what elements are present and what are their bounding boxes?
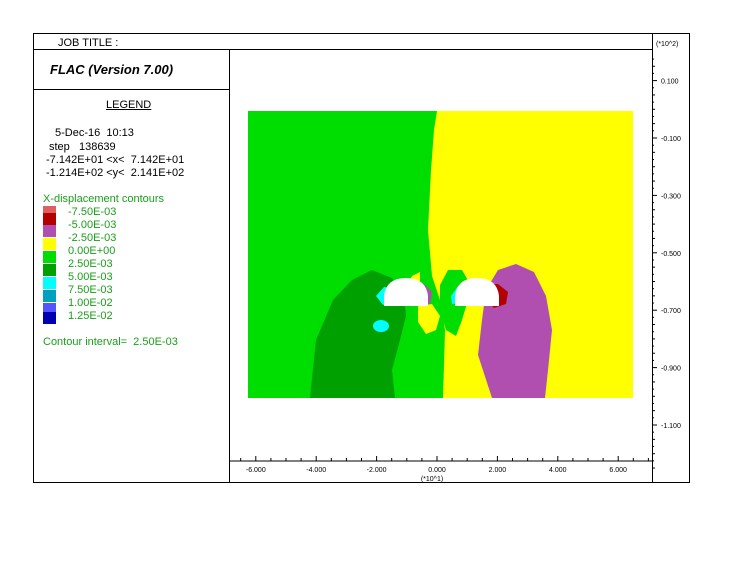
region-yellow-right	[428, 111, 633, 398]
plot-frame	[33, 33, 690, 483]
y-tick-label: -1.100	[661, 423, 681, 430]
axis-layer: -6.000 -4.000 -2.000 0.000 2.000 4.000 6.000 (*…	[230, 41, 681, 483]
legend-label-5: 5.00E-03	[68, 271, 113, 283]
legend-label-0: -7.50E-03	[68, 206, 117, 218]
legend-label-4: 2.50E-03	[68, 258, 113, 270]
x-tick-label: 6.000	[609, 467, 627, 474]
y-axis-multiplier: (*10^2)	[656, 41, 678, 48]
y-tick-label: -0.700	[661, 308, 681, 315]
legend-date: 5-Dec-16 10:13	[55, 127, 134, 139]
legend-label-1: -5.00E-03	[68, 219, 117, 231]
job-title: JOB TITLE :	[58, 37, 119, 49]
y-tick-label: -0.100	[661, 136, 681, 143]
x-tick-label: 4.000	[549, 467, 567, 474]
y-tick-label: 0.100	[661, 79, 679, 86]
x-axis-multiplier: (*10^1)	[421, 476, 443, 483]
legend-swatch-7	[43, 290, 56, 302]
x-tick-label: 2.000	[489, 467, 507, 474]
x-tick-label: -6.000	[246, 467, 266, 474]
legend-step: step 138639	[49, 141, 116, 153]
legend-contour-title: X-displacement contours	[43, 193, 165, 205]
y-tick-label: -0.500	[661, 251, 681, 258]
program-title: FLAC (Version 7.00)	[50, 62, 174, 77]
x-tick-label: -2.000	[367, 467, 387, 474]
legend-swatch-3	[43, 238, 56, 250]
legend-label-6: 7.50E-03	[68, 284, 113, 296]
legend-swatch-1	[43, 213, 56, 225]
opening-right	[455, 278, 499, 306]
y-tick-label: -0.300	[661, 193, 681, 200]
legend-swatch-2	[43, 225, 56, 237]
legend-panel	[33, 50, 230, 483]
job-title-row	[33, 33, 652, 50]
program-box	[33, 50, 230, 90]
x-tick-label: 0.000	[428, 467, 446, 474]
legend-contour-interval: Contour interval= 2.50E-03	[43, 336, 178, 348]
opening-left	[384, 278, 428, 306]
legend-x-range: -7.142E+01 <x< 7.142E+01	[46, 154, 185, 166]
legend-label-2: -2.50E-03	[68, 232, 117, 244]
y-tick-label: -0.900	[661, 366, 681, 373]
x-tick-label: -4.000	[306, 467, 326, 474]
legend-label-7: 1.00E-02	[68, 297, 113, 309]
legend-swatch-6	[43, 277, 56, 289]
legend-swatch-9	[43, 312, 56, 324]
legend-heading: LEGEND	[106, 99, 152, 111]
legend-swatch-5	[43, 264, 56, 276]
legend-label-3: 0.00E+00	[68, 245, 116, 257]
legend-swatch-4	[43, 251, 56, 263]
legend-y-range: -1.214E+02 <y< 2.141E+02	[46, 167, 185, 179]
region-yellow-pocket	[418, 304, 440, 334]
y-scale-column	[652, 33, 690, 483]
region-cyan-left-bottom	[373, 320, 389, 332]
legend-label-8: 1.25E-02	[68, 310, 113, 322]
